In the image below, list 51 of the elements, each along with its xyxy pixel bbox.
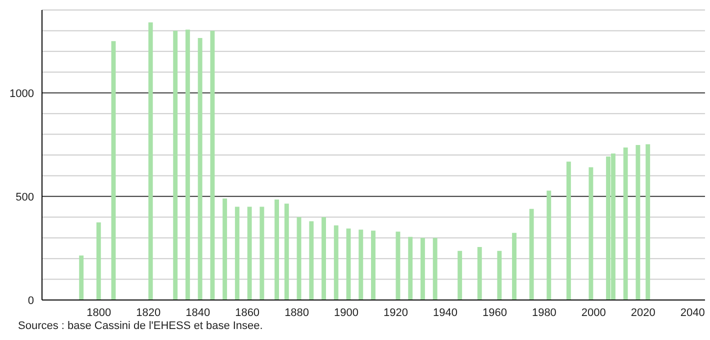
y-tick-label: 1000 <box>10 88 34 100</box>
bar <box>458 250 462 300</box>
y-tick-label: 0 <box>28 294 34 307</box>
bar <box>497 250 502 300</box>
bar <box>296 217 302 300</box>
bar <box>432 238 438 300</box>
x-tick-label: 1960 <box>482 306 507 319</box>
bar <box>623 148 628 300</box>
y-tick-label: 500 <box>16 191 34 204</box>
bar <box>646 144 650 300</box>
bar <box>234 206 240 300</box>
bar <box>185 30 190 300</box>
x-tick-label: 1920 <box>384 306 408 319</box>
bar <box>358 230 364 300</box>
bar <box>566 162 571 300</box>
bar <box>588 167 594 300</box>
x-tick-label: 1900 <box>334 306 359 319</box>
x-tick-label: 1880 <box>284 306 310 319</box>
bar <box>222 198 228 300</box>
bar <box>96 222 101 300</box>
x-tick-label: 1860 <box>235 306 260 319</box>
bar <box>371 230 376 300</box>
x-tick-label: 1980 <box>532 306 556 319</box>
bar <box>309 221 314 300</box>
x-tick-label: 1840 <box>186 306 210 319</box>
bar <box>284 204 289 300</box>
x-tick-label: 1820 <box>136 306 161 319</box>
bar <box>148 22 153 300</box>
x-tick-label: 1940 <box>433 306 458 319</box>
x-tick-label: 2020 <box>630 306 656 319</box>
bar <box>546 190 552 300</box>
bar <box>198 38 202 300</box>
source-note: Sources : base Cassini de l'EHESS et base Insee. <box>18 320 263 332</box>
bar <box>260 206 264 300</box>
x-tick-label: 1800 <box>86 306 112 319</box>
bar <box>210 30 215 300</box>
x-tick-label: 2040 <box>680 306 705 319</box>
bar <box>636 145 640 300</box>
bar <box>512 232 516 300</box>
x-tick-label: 2000 <box>581 306 606 319</box>
bar <box>408 236 413 300</box>
bar <box>477 246 482 300</box>
bar <box>322 217 326 300</box>
bar <box>247 206 252 300</box>
bar <box>420 238 425 300</box>
bar <box>529 208 534 300</box>
bar <box>79 255 84 300</box>
bar <box>111 41 116 300</box>
bar <box>173 30 178 300</box>
bar <box>334 225 338 300</box>
bar <box>274 200 279 300</box>
